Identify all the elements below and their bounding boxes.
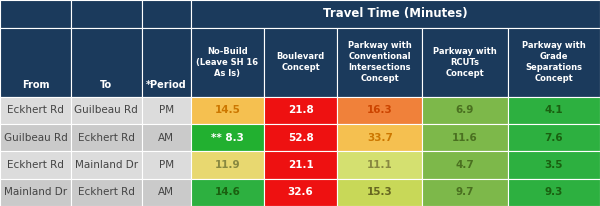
Text: 15.3: 15.3	[367, 187, 392, 197]
Text: 32.6: 32.6	[288, 187, 313, 197]
Text: Eckhert Rd: Eckhert Rd	[7, 105, 64, 116]
Bar	[71, 97, 142, 124]
Bar	[508, 124, 600, 151]
Bar	[142, 124, 191, 151]
Bar	[337, 151, 422, 179]
Bar	[508, 151, 600, 179]
Text: 33.7: 33.7	[367, 133, 393, 143]
Bar	[142, 28, 191, 97]
Text: *Period: *Period	[146, 80, 187, 90]
Text: Guilbeau Rd: Guilbeau Rd	[4, 133, 67, 143]
Text: 21.8: 21.8	[288, 105, 313, 116]
Text: 11.6: 11.6	[452, 133, 478, 143]
Text: PM: PM	[158, 105, 174, 116]
Bar	[337, 97, 422, 124]
Bar	[422, 179, 508, 206]
Text: From: From	[22, 80, 49, 90]
Text: 4.7: 4.7	[455, 160, 475, 170]
Text: Parkway with
Grade
Separations
Concept: Parkway with Grade Separations Concept	[522, 41, 586, 83]
Bar	[191, 151, 264, 179]
Bar	[422, 28, 508, 97]
Text: Travel Time (Minutes): Travel Time (Minutes)	[323, 7, 468, 20]
Text: 16.3: 16.3	[367, 105, 392, 116]
Bar	[508, 97, 600, 124]
Bar	[422, 151, 508, 179]
Bar	[191, 179, 264, 206]
Text: To: To	[100, 80, 112, 90]
Text: Mainland Dr: Mainland Dr	[4, 187, 67, 197]
Bar	[508, 28, 600, 97]
Text: 52.8: 52.8	[288, 133, 313, 143]
Text: Guilbeau Rd: Guilbeau Rd	[74, 105, 138, 116]
Text: 7.6: 7.6	[544, 133, 563, 143]
Text: AM: AM	[158, 133, 174, 143]
Text: Mainland Dr: Mainland Dr	[74, 160, 138, 170]
Bar	[0, 151, 71, 179]
Text: Eckhert Rd: Eckhert Rd	[7, 160, 64, 170]
Bar	[0, 124, 71, 151]
Text: 11.1: 11.1	[367, 160, 392, 170]
Bar	[142, 179, 191, 206]
Bar	[71, 28, 142, 97]
Text: 3.5: 3.5	[545, 160, 563, 170]
Bar	[264, 124, 337, 151]
Bar	[71, 0, 142, 28]
Text: 11.9: 11.9	[215, 160, 240, 170]
Bar	[71, 179, 142, 206]
Bar	[191, 0, 600, 28]
Text: 14.6: 14.6	[214, 187, 241, 197]
Bar	[422, 97, 508, 124]
Text: Parkway with
Conventional
Intersections
Concept: Parkway with Conventional Intersections …	[348, 41, 412, 83]
Text: Eckhert Rd: Eckhert Rd	[78, 133, 134, 143]
Text: Parkway with
RCUTs
Concept: Parkway with RCUTs Concept	[433, 47, 497, 78]
Text: ** 8.3: ** 8.3	[211, 133, 244, 143]
Bar	[142, 97, 191, 124]
Text: No-Build
(Leave SH 16
As Is): No-Build (Leave SH 16 As Is)	[196, 47, 259, 78]
Bar	[0, 97, 71, 124]
Bar	[142, 0, 191, 28]
Bar	[142, 151, 191, 179]
Bar	[337, 124, 422, 151]
Bar	[264, 179, 337, 206]
Bar	[0, 179, 71, 206]
Text: 9.3: 9.3	[545, 187, 563, 197]
Text: 6.9: 6.9	[456, 105, 474, 116]
Bar	[508, 179, 600, 206]
Text: 9.7: 9.7	[456, 187, 474, 197]
Bar	[191, 28, 264, 97]
Bar	[191, 124, 264, 151]
Bar	[71, 151, 142, 179]
Bar	[0, 0, 71, 28]
Text: Boulevard
Concept: Boulevard Concept	[277, 52, 325, 72]
Text: 4.1: 4.1	[544, 105, 563, 116]
Bar	[0, 28, 71, 97]
Bar	[264, 28, 337, 97]
Bar	[191, 97, 264, 124]
Text: 21.1: 21.1	[288, 160, 313, 170]
Bar	[264, 151, 337, 179]
Bar	[71, 124, 142, 151]
Bar	[337, 179, 422, 206]
Text: 14.5: 14.5	[214, 105, 241, 116]
Text: Eckhert Rd: Eckhert Rd	[78, 187, 134, 197]
Bar	[337, 28, 422, 97]
Text: AM: AM	[158, 187, 174, 197]
Bar	[264, 97, 337, 124]
Text: PM: PM	[158, 160, 174, 170]
Bar	[422, 124, 508, 151]
